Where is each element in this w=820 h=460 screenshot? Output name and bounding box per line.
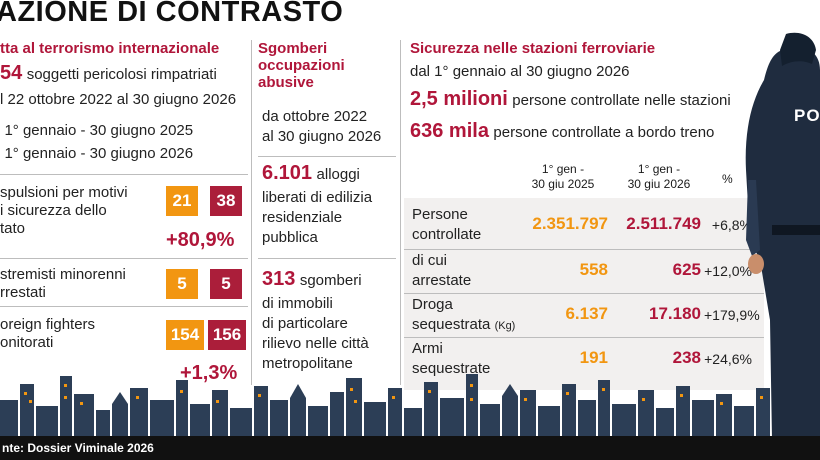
change-percent: +1,3% — [180, 362, 238, 384]
col2-stat2-line5: metropolitane — [262, 355, 353, 372]
col3-stat1-text: persone controllate nelle stazioni — [512, 92, 731, 109]
col2-sep-1 — [258, 258, 396, 259]
legend-2025-label: 1° gennaio - 30 giugno 2025 — [4, 122, 194, 139]
col2-stat1-line1: 6.101 alloggi — [262, 162, 360, 185]
table-background — [404, 198, 764, 390]
header-2025: 1° gen - 30 giu 2025 — [516, 162, 610, 192]
col2-stat1-number: 6.101 — [262, 162, 313, 184]
col2-stat1-line2: liberati di edilizia — [262, 189, 373, 206]
row-unit: (Kg) — [494, 320, 516, 332]
col2-stat2-number: 313 — [262, 268, 296, 290]
row-label: oreign fighters — [0, 316, 96, 333]
value-2025: 6.137 — [565, 304, 608, 323]
value-2025: 21 — [166, 186, 198, 216]
value-2025: 2.351.797 — [532, 214, 608, 233]
col2-sep-0 — [258, 156, 396, 157]
table-row: di cui arrestate 558 625 +12,0% — [404, 252, 764, 290]
col1-heading: tta al terrorismo internazionale — [0, 40, 220, 57]
col2-stat2-line4: rilievo nelle città — [262, 335, 369, 352]
row-label: spulsioni per motivi — [0, 184, 128, 201]
col1-line2: l 22 ottobre 2022 al 30 giugno 2026 — [0, 91, 237, 108]
change-percent: +12,0% — [704, 263, 752, 279]
change-percent: +179,9% — [704, 307, 760, 323]
change-percent: +6,8% — [711, 217, 752, 233]
table-row: Droga sequestrata (Kg) 6.137 17.180 +179… — [404, 296, 764, 334]
col3-heading: Sicurezza nelle stazioni ferroviarie — [410, 40, 656, 57]
col1-line1: 54 soggetti pericolosi rimpatriati — [0, 62, 217, 85]
footer-source: nte: Dossier Viminale 2026 — [0, 436, 820, 460]
row-label: Droga — [412, 296, 453, 313]
row-label: arrestate — [412, 272, 472, 289]
police-officer-illustration — [745, 32, 820, 440]
col3-stat2-number: 636 mila — [410, 120, 489, 142]
col1-sep-0 — [0, 174, 248, 175]
value-2026: 2.511.749 — [626, 214, 701, 233]
col2-stat1-line4: pubblica — [262, 229, 318, 246]
row-label-with-unit: sequestrata (Kg) — [412, 316, 515, 335]
table-sep — [404, 337, 764, 338]
col2-heading-2: occupazioni — [258, 57, 345, 74]
header-2025-line1: 1° gen - — [541, 162, 585, 176]
change-percent: +24,6% — [704, 351, 752, 367]
row-label: onitorati — [0, 334, 54, 351]
header-2025-line2: 30 giu 2025 — [531, 177, 595, 191]
city-skyline-illustration — [0, 374, 820, 436]
col2-stat2-text: sgomberi — [299, 272, 362, 289]
value-2026: 17.180 — [649, 304, 701, 323]
col2-period-1: da ottobre 2022 — [262, 108, 368, 125]
row-label: sequestrata — [412, 316, 491, 333]
col2-heading-3: abusive — [258, 74, 314, 91]
header-2026: 1° gen - 30 giu 2026 — [612, 162, 706, 192]
col3-stat1: 2,5 milioni persone controllate nelle st… — [410, 88, 731, 111]
col1-sep-2 — [0, 306, 248, 307]
value-2026: 156 — [208, 320, 246, 350]
value-2025: 558 — [579, 260, 608, 279]
col2-stat2-line3: di particolare — [262, 315, 348, 332]
table-sep — [404, 293, 764, 294]
legend-2026-label: 1° gennaio - 30 giugno 2026 — [4, 145, 194, 162]
col1-sep-1 — [0, 258, 248, 259]
legend-2026: 1° gennaio - 30 giugno 2026 — [0, 145, 193, 163]
legend-2025: 1° gennaio - 30 giugno 2025 — [0, 122, 193, 140]
page-title: AZIONE DI CONTRASTO — [0, 0, 344, 28]
col3-stat2-text: persone controllate a bordo treno — [493, 124, 715, 141]
divider-1 — [251, 40, 252, 385]
value-2025: 191 — [579, 348, 608, 367]
divider-2 — [400, 40, 401, 385]
col2-period-2: al 30 giugno 2026 — [262, 128, 382, 145]
value-2025: 5 — [166, 269, 198, 299]
officer-vest-label: PO — [794, 106, 820, 125]
value-2026: 238 — [672, 348, 701, 367]
col2-stat2-line2: di immobili — [262, 295, 333, 312]
col2-stat2-line1: 313 sgomberi — [262, 268, 362, 291]
row-label: sequestrate — [412, 360, 491, 377]
row-label: controllate — [412, 226, 482, 243]
value-2026: 5 — [210, 269, 242, 299]
col1-line1-number: 54 — [0, 62, 23, 84]
value-2025: 154 — [166, 320, 204, 350]
header-percent: % — [722, 172, 733, 186]
header-2026-line2: 30 giu 2026 — [627, 177, 691, 191]
value-2026: 38 — [210, 186, 242, 216]
col3-stat1-number: 2,5 milioni — [410, 88, 508, 110]
table-row: Armi sequestrate 191 238 +24,6% — [404, 340, 764, 378]
col3-stat2: 636 mila persone controllate a bordo tre… — [410, 120, 714, 143]
table-sep — [404, 249, 764, 250]
row-label: tato — [0, 220, 26, 237]
col2-heading-1: Sgomberi — [258, 40, 328, 57]
col2-stat1-text: alloggi — [316, 166, 360, 183]
row-label: Persone — [412, 206, 468, 223]
table-row: Persone controllate 2.351.797 2.511.749 … — [404, 206, 764, 244]
row-label: rrestati — [0, 284, 46, 301]
row-label: di cui — [412, 252, 448, 269]
col2-stat1-line3: residenziale — [262, 209, 343, 226]
col3-period: dal 1° gennaio al 30 giugno 2026 — [410, 63, 630, 80]
header-2026-line1: 1° gen - — [637, 162, 681, 176]
row-label: i sicurezza dello — [0, 202, 107, 219]
col1-line1-text: soggetti pericolosi rimpatriati — [26, 66, 217, 83]
change-percent: +80,9% — [166, 229, 235, 251]
row-label: Armi — [412, 340, 443, 357]
row-label: stremisti minorenni — [0, 266, 126, 283]
value-2026: 625 — [672, 260, 701, 279]
